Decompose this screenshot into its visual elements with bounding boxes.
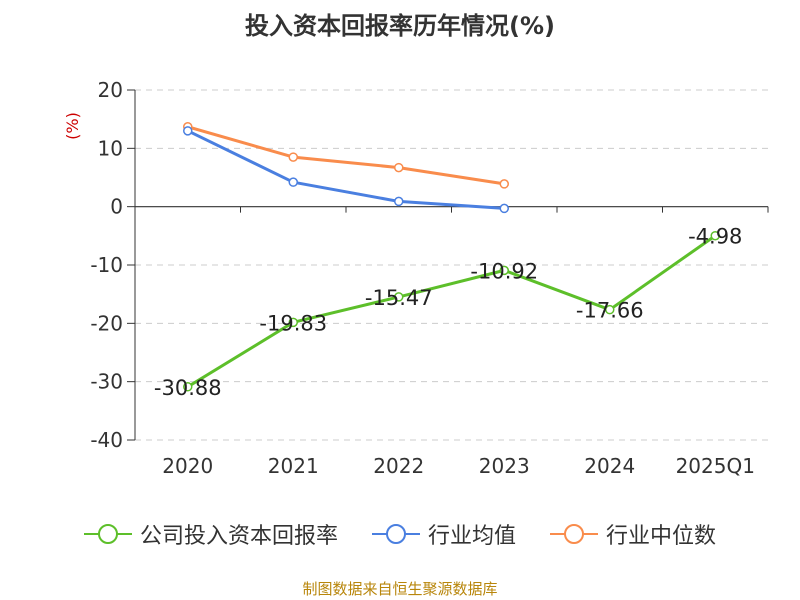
series-line-2 xyxy=(187,125,505,186)
legend-item-industry-median[interactable]: 行业中位数 xyxy=(550,518,716,550)
data-point xyxy=(499,179,509,189)
y-tick-label: -20 xyxy=(90,311,123,335)
data-label: -10.92 xyxy=(470,259,538,283)
legend-mean-line-icon xyxy=(371,524,420,544)
data-point xyxy=(288,317,298,328)
data-point xyxy=(605,304,615,315)
x-tick-label: 2024 xyxy=(584,454,635,478)
y-axis-label: (%) xyxy=(63,112,82,140)
data-source-note: 制图数据来自恒生聚源数据库 xyxy=(302,580,498,598)
x-tick-label: 2025Q1 xyxy=(676,454,755,478)
data-point xyxy=(499,265,509,276)
x-tick-label: 2023 xyxy=(479,454,530,478)
data-point xyxy=(183,126,193,136)
data-point xyxy=(394,162,404,173)
data-point xyxy=(710,230,720,241)
data-point xyxy=(288,152,298,162)
y-tick-label: -40 xyxy=(90,428,123,452)
legend-mean-label: 行业均值 xyxy=(427,524,516,549)
legend-company-label: 公司投入资本回报率 xyxy=(139,524,338,549)
data-label: -17.66 xyxy=(576,299,644,323)
y-tick-label: 20 xyxy=(98,78,123,102)
data-label: -15.47 xyxy=(365,286,433,310)
series-line-1 xyxy=(187,129,505,210)
data-point xyxy=(394,196,404,207)
legend-median-line-icon xyxy=(550,524,598,544)
chart-title: 投入资本回报率历年情况(%) xyxy=(245,12,555,40)
data-label: -30.88 xyxy=(154,376,222,400)
y-tick-label: -10 xyxy=(90,253,123,277)
data-point xyxy=(499,203,509,214)
y-tick-label: 0 xyxy=(110,195,123,219)
legend-item-industry-mean[interactable]: 行业均值 xyxy=(371,518,516,550)
legend-item-company[interactable]: 公司投入资本回报率 xyxy=(83,518,338,550)
data-label: -4.98 xyxy=(688,225,742,249)
x-tick-label: 2020 xyxy=(162,454,213,478)
data-point xyxy=(288,177,298,187)
data-label: -19.83 xyxy=(259,311,327,335)
legend-median-label: 行业中位数 xyxy=(606,524,717,549)
legend: 公司投入资本回报率 行业均值 行业中位数 xyxy=(0,518,800,550)
y-tick-label: -30 xyxy=(90,370,123,394)
y-tick-label: 10 xyxy=(98,136,123,160)
x-tick-label: 2021 xyxy=(268,454,319,478)
x-tick-label: 2022 xyxy=(373,454,424,478)
legend-company-line-icon xyxy=(83,524,132,544)
series-line-0 xyxy=(186,234,717,389)
data-point xyxy=(394,292,404,302)
data-point xyxy=(183,382,193,392)
